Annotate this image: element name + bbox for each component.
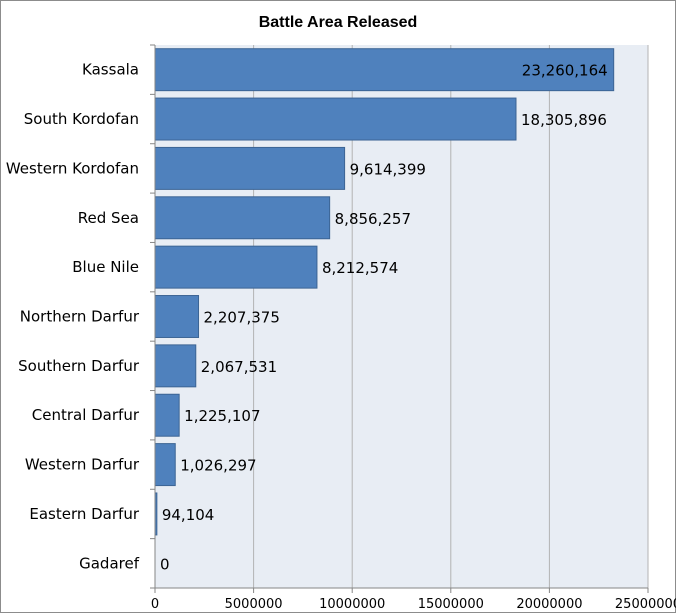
value-label: 18,305,896 xyxy=(521,111,607,129)
category-label: Gadaref xyxy=(79,554,140,572)
x-tick-labels: 0 5000000 10000000 15000000 20000000 25000000 xyxy=(151,597,676,612)
bars xyxy=(154,48,615,536)
value-label: 94,104 xyxy=(162,506,215,524)
category-label: Western Darfur xyxy=(25,456,140,474)
value-label: 8,856,257 xyxy=(335,210,411,228)
value-label: 1,225,107 xyxy=(184,407,260,425)
value-label: 2,067,531 xyxy=(201,358,277,376)
bar xyxy=(154,97,517,141)
category-labels: Kassala South Kordofan Western Kordofan Red… xyxy=(6,61,140,573)
category-label: Blue Nile xyxy=(72,258,139,276)
x-tick-label: 25000000 xyxy=(615,597,676,612)
category-label: Central Darfur xyxy=(32,406,140,424)
category-label: Kassala xyxy=(82,61,139,79)
bar xyxy=(154,146,346,190)
value-label: 0 xyxy=(160,555,170,573)
x-tick-label: 15000000 xyxy=(418,597,484,612)
category-label: Northern Darfur xyxy=(20,308,140,326)
category-label: South Kordofan xyxy=(24,110,139,128)
value-label: 1,026,297 xyxy=(180,457,256,475)
axis xyxy=(150,44,649,593)
category-label: Southern Darfur xyxy=(18,357,140,375)
bar xyxy=(154,344,197,388)
bar xyxy=(154,443,176,487)
bar xyxy=(154,48,615,92)
bar xyxy=(154,245,318,289)
bar xyxy=(154,295,200,338)
category-label: Eastern Darfur xyxy=(29,505,139,523)
x-tick-label: 5000000 xyxy=(225,597,283,612)
value-label: 9,614,399 xyxy=(350,160,426,178)
x-tick-label: 20000000 xyxy=(516,597,582,612)
value-labels: 23,260,164 18,305,896 9,614,399 8,856,257 8,… xyxy=(160,62,608,574)
value-label: 23,260,164 xyxy=(522,62,608,80)
x-tick-label: 10000000 xyxy=(319,597,385,612)
category-label: Red Sea xyxy=(78,209,139,227)
bar xyxy=(154,196,331,240)
chart-title: Battle Area Released xyxy=(258,14,418,31)
value-label: 8,212,574 xyxy=(322,259,398,277)
x-tick-label: 0 xyxy=(151,597,159,612)
bar xyxy=(154,393,180,437)
category-label: Western Kordofan xyxy=(6,159,139,177)
value-label: 2,207,375 xyxy=(204,309,280,327)
